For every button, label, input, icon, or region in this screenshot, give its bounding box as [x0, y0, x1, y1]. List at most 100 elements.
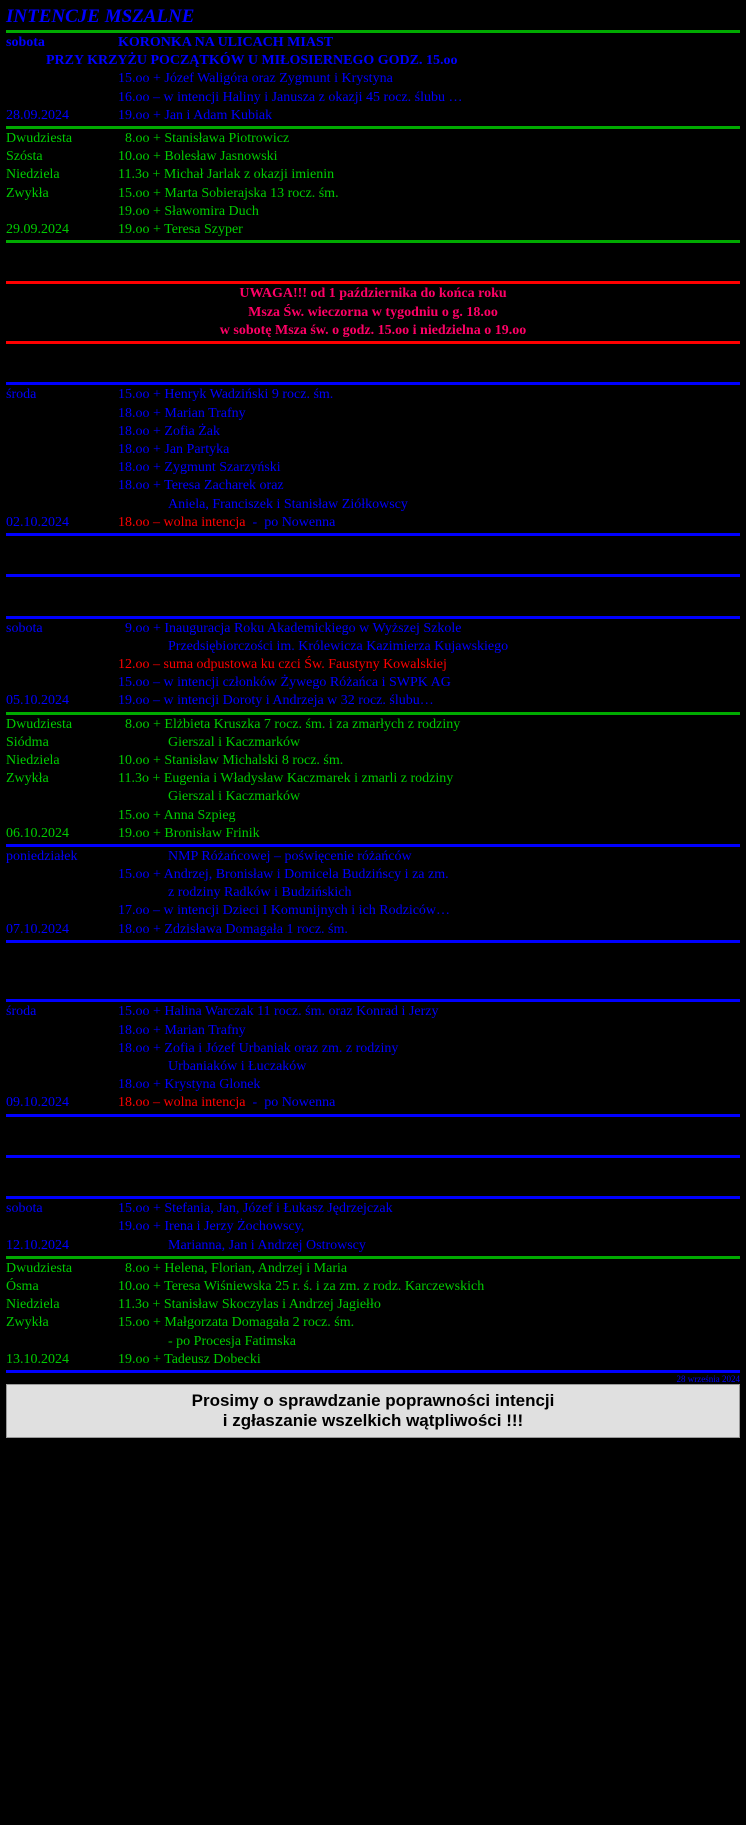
intention: 19.oo + Teresa Szyper — [118, 221, 740, 239]
divider — [6, 533, 740, 536]
date: 06.10.2024 — [6, 825, 118, 843]
intention: 16.oo – w intencji Haliny i Janusza z ok… — [118, 89, 740, 107]
date: 13.10.2024 — [6, 1351, 118, 1369]
divider — [6, 1196, 740, 1199]
section-niedziela-0610: Dwudziesta 8.oo + Elżbieta Kruszka 7 roc… — [6, 716, 740, 843]
intention: 15.oo + Anna Szpieg — [118, 807, 740, 825]
intention: 8.oo + Helena, Florian, Andrzej i Maria — [118, 1260, 740, 1278]
intention: 10.oo + Teresa Wiśniewska 25 r. ś. i za … — [118, 1278, 740, 1296]
day-label: Poniedziałek — [6, 244, 118, 262]
intention: 15.oo + Stanisław Makowiecki — [118, 1118, 740, 1136]
footer-line: Prosimy o sprawdzanie poprawności intenc… — [13, 1391, 733, 1411]
intention: 15.oo + Marta Sobierajska 13 rocz. śm. — [118, 185, 740, 203]
day-label: sobota — [6, 34, 118, 52]
section-niedziela-1310: Dwudziesta 8.oo + Helena, Florian, Andrz… — [6, 1260, 740, 1369]
section-piatek-0410: piątek15.oo + Zygmunt Szarzyński 04.10.2… — [6, 578, 740, 614]
section-czwartek-1010: czwartek15.oo + Stanisław Makowiecki 10.… — [6, 1118, 740, 1154]
intention: 18.oo + Teresa Zacharek oraz — [118, 477, 740, 495]
divider — [6, 844, 740, 847]
divider — [6, 281, 740, 284]
section-poniedzialek-3009: Poniedziałek15.oo + Walenty Kaczmarek 1 … — [6, 244, 740, 280]
intention: 9.oo + Inauguracja Roku Akademickiego w … — [118, 620, 740, 638]
day-label: Dwudziesta — [6, 130, 118, 148]
divider — [6, 30, 740, 33]
intention: 10.oo + Stanisław Michalski 8 rocz. śm. — [118, 752, 740, 770]
date: 07.10.2024 — [6, 921, 118, 939]
intention: 18.oo + zm. z rodz. Gardyasów, Walewskic… — [118, 363, 740, 381]
section-sroda-0210: środa15.oo + Henryk Wadziński 9 rocz. śm… — [6, 386, 740, 532]
date: 05.10.2024 — [6, 692, 118, 710]
intention: 18.oo + Krystyna Glonek — [118, 1076, 740, 1094]
intention: 15.oo + Małgorzata Domagała 2 rocz. śm. — [118, 1314, 740, 1332]
intention-cont: z rodziny Radków i Budzińskich — [118, 884, 740, 902]
intention: 15.oo + Józef Waligóra oraz Zygmunt i Kr… — [118, 70, 740, 88]
day-label: Zwykła — [6, 185, 118, 203]
divider — [6, 712, 740, 715]
date: 03.10.2024 — [6, 555, 118, 573]
day-label: Ósma — [6, 1278, 118, 1296]
section-sroda-0910: środa15.oo + Halina Warczak 11 rocz. śm.… — [6, 1003, 740, 1112]
section-poniedzialek-0710: poniedziałekNMP Różańcowej – poświęcenie… — [6, 848, 740, 939]
day-label: sobota — [6, 1200, 118, 1218]
intention: 17.oo – w intencji Dzieci I Komunijnych … — [118, 902, 740, 920]
intention: 19.oo + Sławomira Duch — [118, 203, 740, 221]
intention: 18.oo + Marek, Roman, Witold i za zm. z … — [118, 1136, 740, 1154]
day-label: środa — [6, 1003, 118, 1021]
divider — [6, 999, 740, 1002]
day-label: Dwudziesta — [6, 716, 118, 734]
day-label: środa — [6, 386, 118, 404]
divider — [6, 382, 740, 385]
intention: 19.oo + Irena i Jerzy Żochowscy, — [118, 1218, 740, 1236]
intention: 15.oo – w intencji członków Żywego Różań… — [118, 674, 740, 692]
section-sobota-0510: sobota 9.oo + Inauguracja Roku Akademick… — [6, 620, 740, 711]
intention: 15.oo + Michał Gorzko — [118, 537, 740, 555]
date: 10.10.2024 — [6, 1136, 118, 1154]
intention: 18.oo + Jan Partyka — [118, 441, 740, 459]
section-wtorek-0810: wtorek15.oo + Zbigniew Dembiński 18.oo –… — [6, 944, 740, 999]
intention-cont: Gierszal i Kaczmarków — [118, 788, 740, 806]
free-intention: 18.oo – wolna intencja — [118, 1095, 246, 1110]
intention-cont: Marianna, Jan i Andrzej Ostrowscy — [118, 1237, 740, 1255]
intention: 15.oo + Stanisław Wójcik 10 rocz. śm. — [118, 1159, 740, 1177]
intention: 18.oo + Marian Trafny — [118, 1022, 740, 1040]
divider — [6, 341, 740, 344]
date: 08.10.2024 — [6, 980, 118, 998]
divider — [6, 1114, 740, 1117]
intention-cont: Przedsiębiorczości im. Królewicza Kazimi… — [118, 638, 740, 656]
section-czwartek-0310: czwartek15.oo + Michał Gorzko 03.10.2024… — [6, 537, 740, 573]
intention: 18.oo + Zofia Żak — [118, 423, 740, 441]
day-label: czwartek — [6, 537, 118, 555]
intention: 11.3o + Eugenia i Władysław Kaczmarek i … — [118, 770, 740, 788]
header-line: KORONKA NA ULICACH MIAST — [118, 34, 740, 52]
intention-cont: Gierszal i Kaczmarków — [118, 734, 740, 752]
day-label: Niedziela — [6, 166, 118, 184]
intention: 11.3o + Stanisław Skoczylas i Andrzej Ja… — [118, 1296, 740, 1314]
intention: 8.oo + Elżbieta Kruszka 7 rocz. śm. i za… — [118, 716, 740, 734]
intention: 18.oo + Zofia i Józef Urbaniak oraz zm. … — [118, 1040, 740, 1058]
intention: 18.oo – wolna intencja - po Nowenna — [118, 1094, 740, 1112]
divider — [6, 126, 740, 129]
day-label: Zwykła — [6, 770, 118, 788]
date: 02.10.2024 — [6, 514, 118, 532]
intention: 18.oo + Zygmunt Szarzyński — [118, 459, 740, 477]
intention: 18.oo + Andrzej Podemski — [118, 596, 740, 614]
intention: 18.oo – w intencji Alicji Pniewskiej z o… — [118, 962, 740, 980]
intention: 15.oo + Zygmunt Szarzyński — [118, 578, 740, 596]
day-label: Szósta — [6, 148, 118, 166]
intention-cont: - po Procesja Fatimska — [118, 1333, 740, 1351]
day-label: poniedziałek — [6, 848, 118, 866]
day-label: Niedziela — [6, 1296, 118, 1314]
intention: 19.oo + Bronisław Frinik — [118, 825, 740, 843]
divider — [6, 240, 740, 243]
notice-line: Msza Św. wieczorna w tygodniu o g. 18.oo — [6, 304, 740, 322]
intention: 15.oo + Halina Warczak 11 rocz. śm. oraz… — [118, 1003, 740, 1021]
header-line: NMP Różańcowej – poświęcenie różańców — [118, 848, 740, 866]
divider — [6, 574, 740, 577]
intention: 19.oo + Jan i Adam Kubiak — [118, 107, 740, 125]
intention-cont: Aniela, Franciszek i Stanisław Ziółkowsc… — [118, 496, 740, 514]
date: 12.10.2024 — [6, 1237, 118, 1255]
day-label: wtorek — [6, 345, 118, 363]
intention-cont: i za zm. Gardyzów, Walewskich, Krzeczków… — [118, 980, 740, 998]
day-label: Niedziela — [6, 752, 118, 770]
divider — [6, 1370, 740, 1373]
